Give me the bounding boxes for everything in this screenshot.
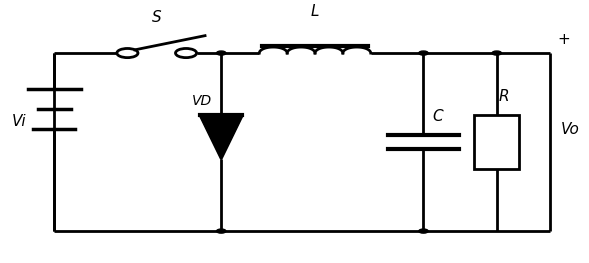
Circle shape (492, 51, 501, 55)
Text: L: L (311, 4, 319, 19)
Text: R: R (499, 89, 509, 104)
Text: S: S (152, 10, 161, 25)
Circle shape (419, 229, 428, 233)
Text: VD: VD (192, 94, 212, 108)
Text: C: C (432, 109, 443, 124)
Polygon shape (200, 115, 242, 159)
Circle shape (419, 51, 428, 55)
Bar (475, 115, 519, 169)
Text: +: + (557, 32, 570, 47)
Text: Vo: Vo (561, 122, 580, 137)
Text: Vi: Vi (12, 114, 27, 129)
Circle shape (217, 229, 226, 233)
Circle shape (217, 51, 226, 55)
